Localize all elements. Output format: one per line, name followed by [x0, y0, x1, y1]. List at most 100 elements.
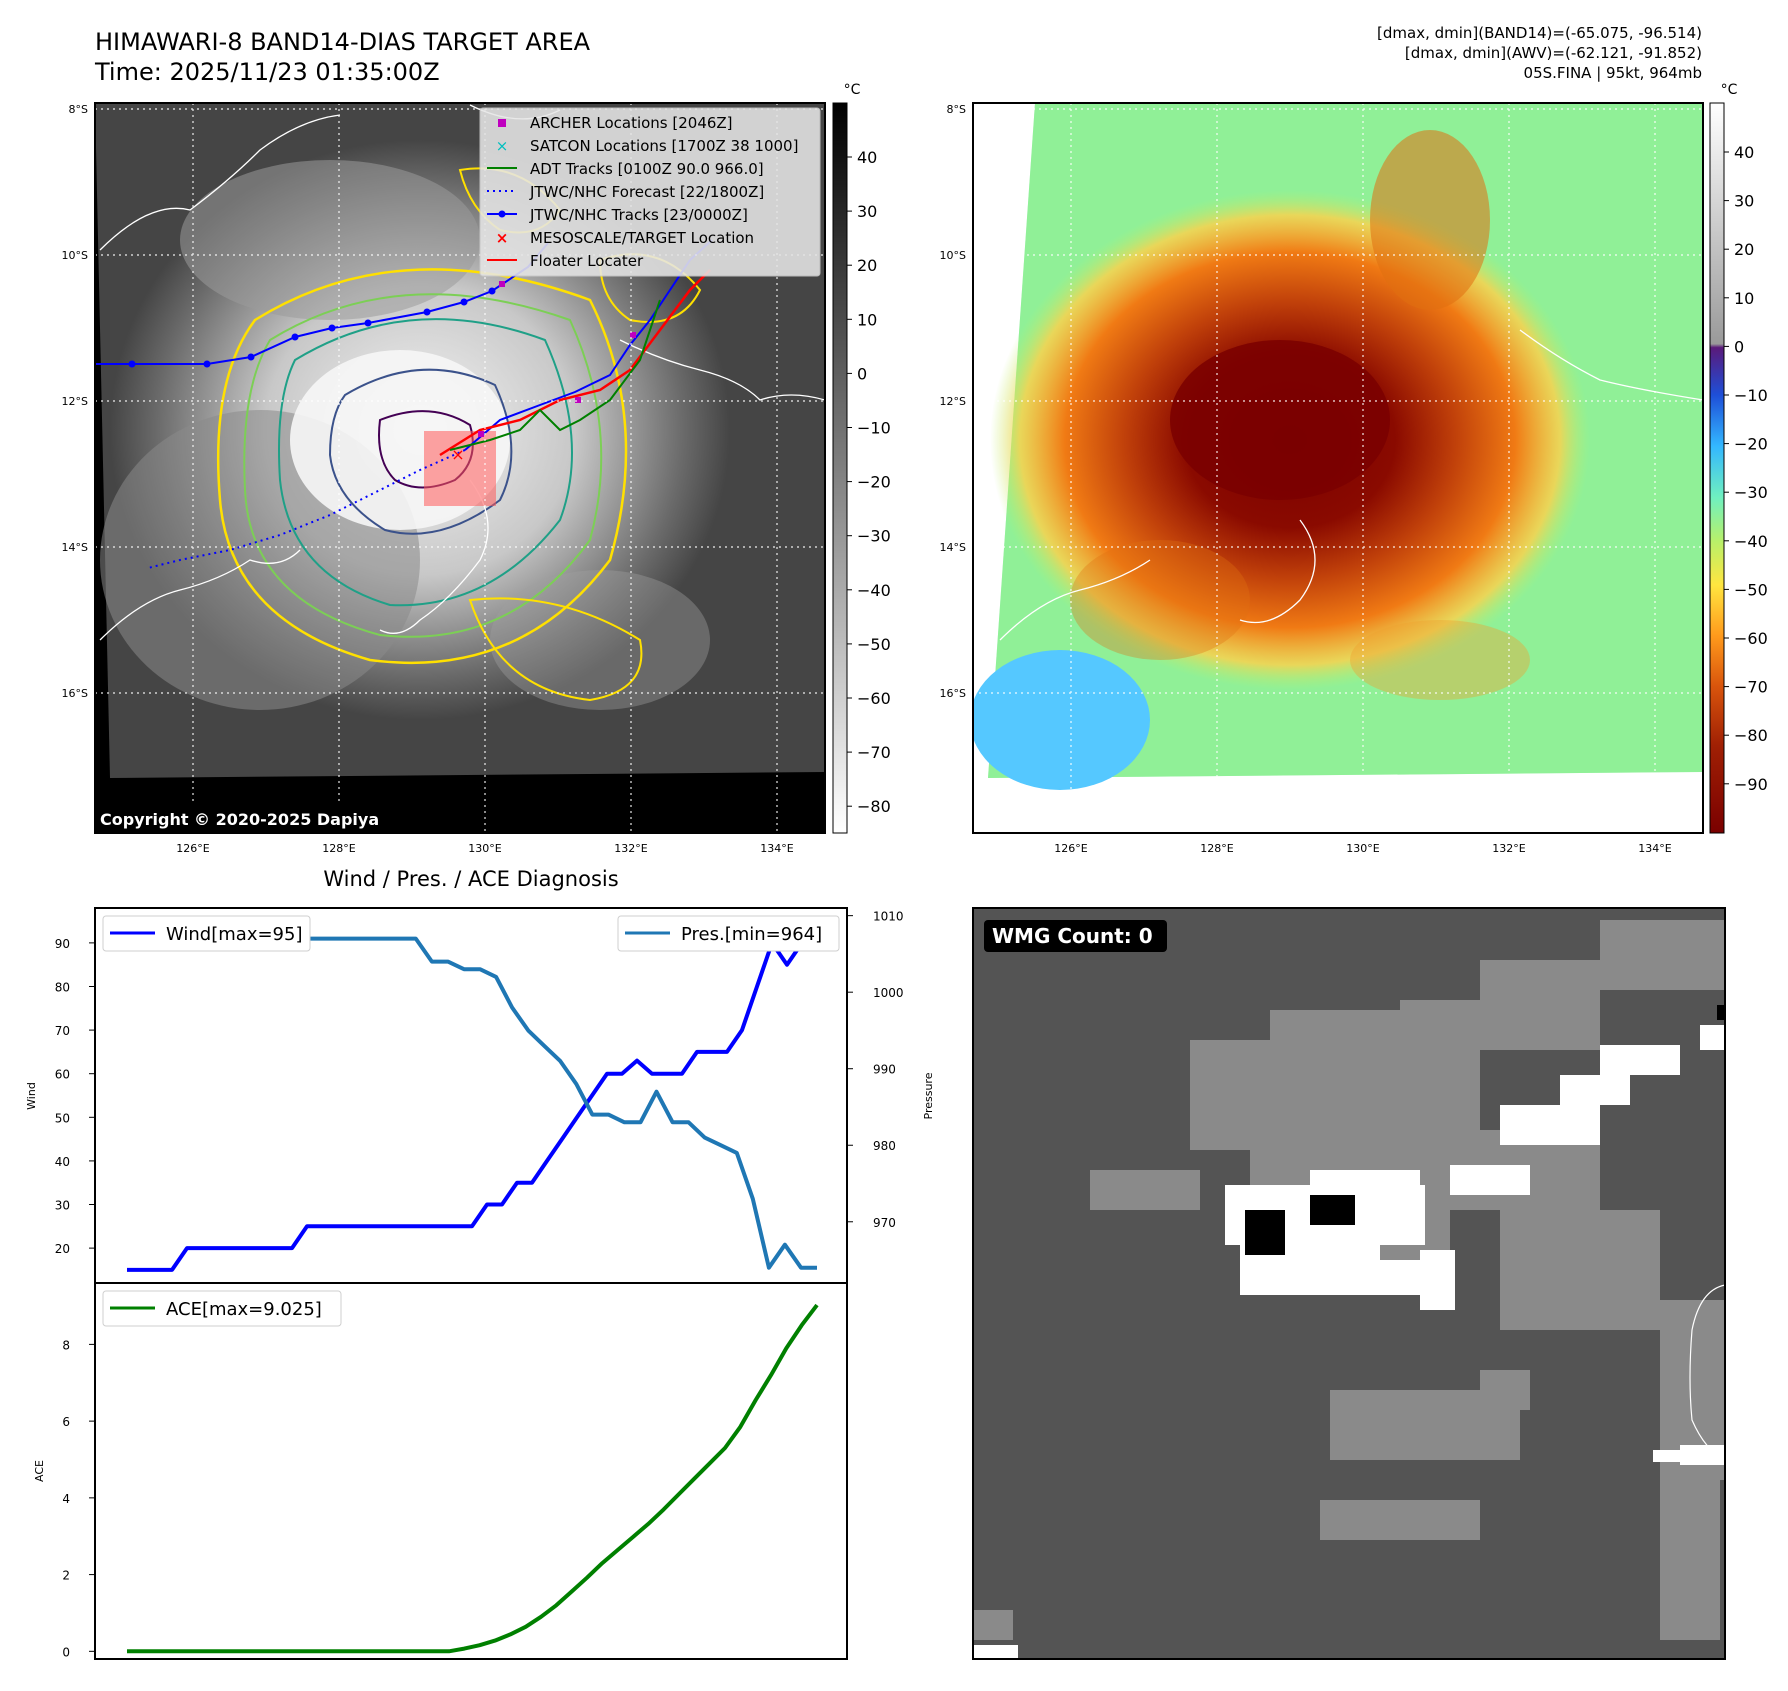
- wmg-panel: WMG Count: 0: [972, 907, 1726, 1660]
- lat-label: 12°S: [940, 395, 966, 408]
- map-band14: × Copyright © 2020-2025 Dapiya 8°S 10°S …: [62, 102, 826, 855]
- colorbar-tick-label: −40: [1734, 532, 1768, 551]
- lat-label: 12°S: [62, 395, 88, 408]
- lat-label: 16°S: [62, 687, 88, 700]
- map1-lat-labels: 8°S 10°S 12°S 14°S 16°S: [62, 103, 88, 700]
- wind-tick-label: 80: [55, 980, 70, 994]
- lon-label: 134°E: [760, 842, 793, 855]
- legend-archer-marker: [498, 119, 506, 127]
- lon-label: 132°E: [614, 842, 647, 855]
- colorbar-tick-label: −20: [1734, 435, 1768, 454]
- diagnosis-title: Wind / Pres. / ACE Diagnosis: [323, 867, 618, 891]
- colorbar-tick-label: −20: [857, 473, 891, 492]
- ace-tick-label: 8: [62, 1338, 70, 1352]
- lat-label: 10°S: [62, 249, 88, 262]
- lon-label: 128°E: [322, 842, 355, 855]
- wmg-count-badge: [984, 920, 1167, 952]
- colorbar-tick-label: −70: [1734, 678, 1768, 697]
- colorbar-tick-label: −90: [1734, 775, 1768, 794]
- info-awv: [dmax, dmin](AWV)=(-62.121, -91.852): [1405, 44, 1702, 62]
- colorbar-tick-label: 40: [1734, 143, 1754, 162]
- colorbar-tick-label: −30: [1734, 483, 1768, 502]
- lon-label: 128°E: [1200, 842, 1233, 855]
- legend-item: ARCHER Locations [2046Z]: [530, 114, 733, 132]
- pressure-axis-label: Pressure: [922, 1072, 935, 1119]
- colorbar1-unit: °C: [844, 82, 861, 98]
- ace-axis-label: ACE: [33, 1460, 46, 1482]
- svg-text:×: ×: [451, 445, 464, 464]
- ace-tick-label: 6: [62, 1415, 70, 1429]
- wmg-count-label: WMG Count: 0: [992, 924, 1153, 948]
- colorbar-tick-label: −10: [857, 419, 891, 438]
- colorbar-tick-label: −50: [857, 635, 891, 654]
- legend-item: MESOSCALE/TARGET Location: [530, 229, 754, 247]
- legend-item: SATCON Locations [1700Z 38 1000]: [530, 137, 798, 155]
- colorbar-tick-label: −30: [857, 527, 891, 546]
- figure-title: HIMAWARI-8 BAND14-DIAS TARGET AREA: [95, 28, 591, 56]
- copyright-text: Copyright © 2020-2025 Dapiya: [100, 810, 379, 829]
- colorbar-tick-label: −60: [857, 689, 891, 708]
- colorbar-tick-label: −40: [857, 581, 891, 600]
- pressure-legend: Pres.[min=964]: [617, 915, 840, 952]
- colorbar-awv: °C 40 30 20 10 0 −10 −20 −30 −40 −50 −60 −70 −80 −90: [1709, 82, 1768, 834]
- lat-label: 10°S: [940, 249, 966, 262]
- colorbar-tick-label: 10: [1734, 289, 1754, 308]
- ace-tick-label: 2: [62, 1569, 70, 1583]
- pressure-tick-label: 990: [873, 1063, 896, 1077]
- wind-axis-label: Wind: [25, 1082, 38, 1110]
- wind-pressure-chart: 20 30 40 50 60 70 80 90 970 980 990 1000 1010 Wind P…: [25, 907, 935, 1284]
- lat-label: 8°S: [69, 103, 88, 116]
- info-storm: 05S.FINA | 95kt, 964mb: [1524, 64, 1702, 82]
- colorbar-tick-label: 30: [1734, 192, 1754, 211]
- lon-label: 130°E: [468, 842, 501, 855]
- colorbar-band14: °C 40 30 20 10 0 −10 −20 −30 −40 −50 −60 −70 −80: [832, 82, 891, 834]
- wind-tick-label: 90: [55, 937, 70, 951]
- colorbar2-unit: °C: [1721, 82, 1738, 98]
- wind-tick-label: 20: [55, 1242, 70, 1256]
- colorbar-tick-label: 40: [857, 148, 877, 167]
- colorbar-tick-label: 0: [857, 364, 867, 383]
- map2-lon-labels: 126°E 128°E 130°E 132°E 134°E: [1054, 842, 1671, 855]
- pressure-tick-label: 970: [873, 1216, 896, 1230]
- map-awv: 8°S 10°S 12°S 14°S 16°S 126°E 128°E 130°…: [940, 102, 1704, 855]
- colorbar-tick-label: 10: [857, 310, 877, 329]
- colorbar-tick-label: −70: [857, 743, 891, 762]
- lon-label: 126°E: [1054, 842, 1087, 855]
- legend-satcon-marker: ×: [496, 137, 509, 155]
- map2-lat-labels: 8°S 10°S 12°S 14°S 16°S: [940, 103, 966, 700]
- ace-legend-label: ACE[max=9.025]: [166, 1299, 322, 1320]
- colorbar-tick-label: −50: [1734, 580, 1768, 599]
- wind-tick-label: 60: [55, 1068, 70, 1082]
- legend-target-marker: ×: [496, 229, 509, 247]
- lon-label: 132°E: [1492, 842, 1525, 855]
- wind-legend-label: Wind[max=95]: [166, 924, 303, 945]
- pressure-tick-label: 1000: [873, 986, 904, 1000]
- lat-label: 14°S: [62, 541, 88, 554]
- wind-legend: Wind[max=95]: [102, 915, 311, 952]
- figure-time: Time: 2025/11/23 01:35:00Z: [94, 58, 440, 86]
- pressure-tick-label: 980: [873, 1139, 896, 1153]
- ace-chart: 0 2 4 6 8 ACE ACE[max=9.025]: [33, 1282, 848, 1660]
- copyright-box: [96, 805, 408, 833]
- colorbar-tick-label: 20: [857, 256, 877, 275]
- lat-label: 14°S: [940, 541, 966, 554]
- map1-lon-labels: 126°E 128°E 130°E 132°E 134°E: [176, 842, 793, 855]
- pressure-legend-label: Pres.[min=964]: [681, 924, 822, 945]
- colorbar-tick-label: −60: [1734, 629, 1768, 648]
- colorbar-tick-label: −80: [857, 797, 891, 816]
- legend-item: Floater Locater: [530, 252, 644, 270]
- wind-tick-label: 30: [55, 1199, 70, 1213]
- ace-tick-label: 0: [62, 1645, 70, 1659]
- colorbar-tick-label: 0: [1734, 337, 1744, 356]
- legend-item: JTWC/NHC Forecast [22/1800Z]: [529, 183, 764, 201]
- map-legend: × × ARCHER Locations [2046Z] SATCON Loca…: [479, 107, 821, 277]
- colorbar-tick-label: 30: [857, 202, 877, 221]
- wind-series-line: [127, 919, 819, 1272]
- colorbar-tick-label: −10: [1734, 386, 1768, 405]
- colorbar-tick-label: −80: [1734, 726, 1768, 745]
- lon-label: 130°E: [1346, 842, 1379, 855]
- pressure-tick-label: 1010: [873, 910, 904, 924]
- ace-tick-label: 4: [62, 1492, 70, 1506]
- lon-label: 134°E: [1638, 842, 1671, 855]
- legend-item: ADT Tracks [0100Z 90.0 966.0]: [530, 160, 764, 178]
